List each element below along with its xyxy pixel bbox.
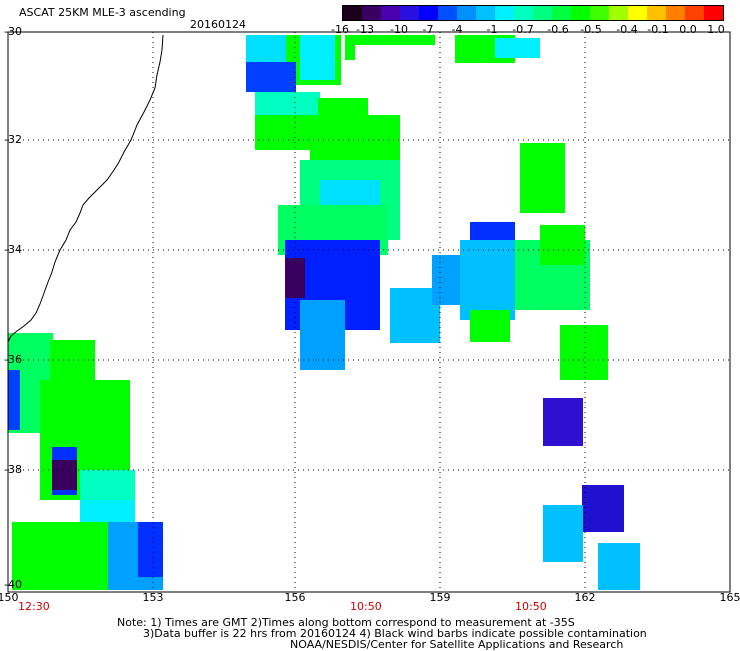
swath-cell [246,35,286,65]
swath-cell [470,310,510,342]
swath-cell [540,225,585,265]
time-label-1: 12:30 [18,601,50,613]
longitude-label: 162 [575,592,596,604]
longitude-label: 159 [430,592,451,604]
latitude-label: -30 [4,26,22,38]
swath-cell [560,325,608,380]
swath-cell [495,38,540,58]
longitude-label: 165 [720,592,740,604]
coastline [8,35,163,350]
swath-cell [520,143,565,213]
latitude-label: -32 [4,134,22,146]
swath-cell [300,35,335,80]
footer-credit: NOAA/NESDIS/Center for Satellite Applica… [290,639,623,651]
latitude-label: -34 [4,244,22,256]
swath-cell [246,62,296,92]
swath-cell [52,460,77,490]
swath-cell [543,505,583,562]
swath-cell [138,522,163,577]
time-label-3: 10:50 [515,601,547,613]
swath-cell [8,370,20,430]
swath-cell [345,35,355,60]
swath-cell [255,115,310,150]
longitude-label: 156 [285,592,306,604]
longitude-label: 153 [143,592,164,604]
swath-cell [582,485,624,532]
latitude-label: -38 [4,464,22,476]
time-label-2: 10:50 [350,601,382,613]
longitude-label: 150 [0,592,19,604]
latitude-label: -36 [4,354,22,366]
swath-cell [543,398,583,446]
latitude-label: -40 [4,579,22,591]
scatterometer-swaths [8,35,640,590]
swath-cell [355,35,435,45]
swath-cell [598,543,640,590]
swath-cell [460,240,515,320]
